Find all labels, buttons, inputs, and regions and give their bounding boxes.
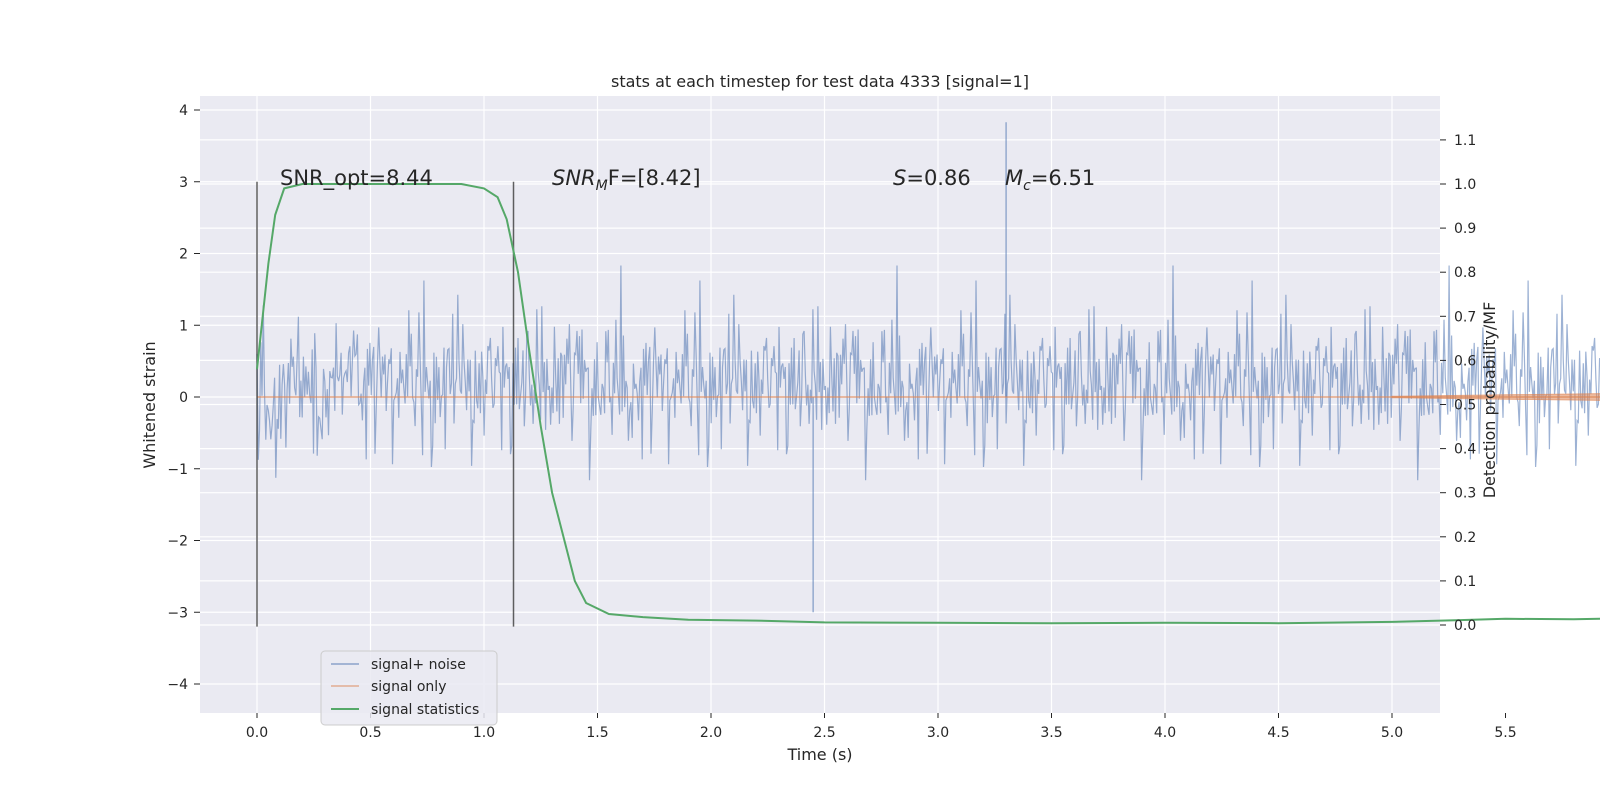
mc-sub: c — [1023, 178, 1031, 194]
y-right-tick-label: 0.7 — [1454, 309, 1476, 325]
y-right-tick-label: 0.2 — [1454, 530, 1476, 546]
legend-label-signal: signal only — [371, 679, 446, 695]
y-right-tick-label: 0.9 — [1454, 221, 1476, 237]
mc-main: M — [1005, 166, 1023, 190]
x-tick-label: 5.0 — [1381, 725, 1403, 741]
signal-noise-series — [256, 122, 1600, 613]
mc-rest: =6.51 — [1031, 166, 1095, 190]
s-rest: =0.86 — [906, 166, 970, 190]
legend-box — [320, 650, 498, 726]
signal-statistics-series — [256, 183, 1600, 625]
y-right-tick-label: 0.4 — [1454, 442, 1476, 458]
x-axis-ticks: 0.00.51.01.52.02.53.03.54.04.55.05.56.06… — [246, 713, 1517, 741]
y-tick-label: −4 — [167, 677, 188, 693]
y-tick-label: 0 — [179, 390, 188, 406]
y-tick-label: 2 — [179, 247, 188, 263]
y-tick-label: 1 — [179, 318, 188, 334]
x-axis-label: Time (s) — [786, 745, 852, 764]
y-right-tick-label: 1.1 — [1454, 133, 1476, 149]
chart-title: stats at each timestep for test data 433… — [611, 72, 1029, 91]
snr-mf-main: SNR — [552, 166, 596, 190]
y-axis-ticks: 4 3 2 1 0 −1 −2 −3 −4 — [167, 103, 200, 693]
x-tick-label: 2.0 — [700, 725, 722, 741]
y-right-tick-label: 0.3 — [1454, 486, 1476, 502]
x-tick-label: 1.5 — [586, 725, 608, 741]
signal-statistics-line — [256, 183, 1600, 625]
x-tick-label: 4.5 — [1267, 725, 1289, 741]
x-tick-label: 3.5 — [1040, 725, 1062, 741]
y-tick-label: 3 — [179, 175, 188, 191]
y-right-axis-ticks: 1.1 1.0 0.9 0.8 0.7 0.6 0.5 0.4 0.3 0.2 0.1 0.0 — [1440, 133, 1476, 634]
legend-label-stats: signal statistics — [371, 702, 479, 718]
snr-mf-annotation: SNRMF=[8.42] — [552, 166, 701, 194]
x-tick-label: 4.0 — [1154, 725, 1176, 741]
x-tick-label: 3.0 — [927, 725, 949, 741]
x-tick-label: 0.5 — [359, 725, 381, 741]
y-right-tick-label: 0.5 — [1454, 398, 1476, 414]
legend: signal+ noise signal only signal statist… — [320, 650, 498, 726]
y-tick-label: −1 — [167, 462, 188, 478]
grid — [200, 96, 1507, 713]
snr-mf-sub: M — [596, 178, 608, 194]
y-axis-label: Whitened strain — [140, 341, 159, 468]
signal-only-series — [257, 393, 1600, 401]
legend-label-noise: signal+ noise — [371, 657, 466, 673]
y-right-tick-label: 0.8 — [1454, 265, 1476, 281]
x-tick-label: 0.0 — [246, 725, 268, 741]
y-right-tick-label: 0.0 — [1454, 618, 1476, 634]
y-right-tick-label: 0.6 — [1454, 353, 1476, 369]
mc-annotation: Mc=6.51 — [1005, 166, 1095, 194]
snr-opt-annotation: SNR_opt=8.44 — [280, 166, 433, 191]
s-annotation: S=0.86 — [893, 166, 971, 190]
x-tick-label: 2.5 — [813, 725, 835, 741]
x-tick-label: 1.0 — [473, 725, 495, 741]
y-right-tick-label: 0.1 — [1454, 574, 1476, 590]
y-tick-label: 4 — [179, 103, 188, 119]
s-main: S — [893, 166, 906, 190]
signal-noise-line — [256, 265, 1600, 481]
snr-mf-rest: F=[8.42] — [608, 166, 701, 190]
x-tick-label: 5.5 — [1494, 725, 1516, 741]
y-right-tick-label: 1.0 — [1454, 177, 1476, 193]
signal-only-envelope — [1391, 393, 1600, 401]
y-tick-label: −2 — [167, 534, 188, 550]
y-tick-label: −3 — [167, 605, 188, 621]
y-right-axis-label: Detection probability/MF — [1480, 302, 1499, 499]
